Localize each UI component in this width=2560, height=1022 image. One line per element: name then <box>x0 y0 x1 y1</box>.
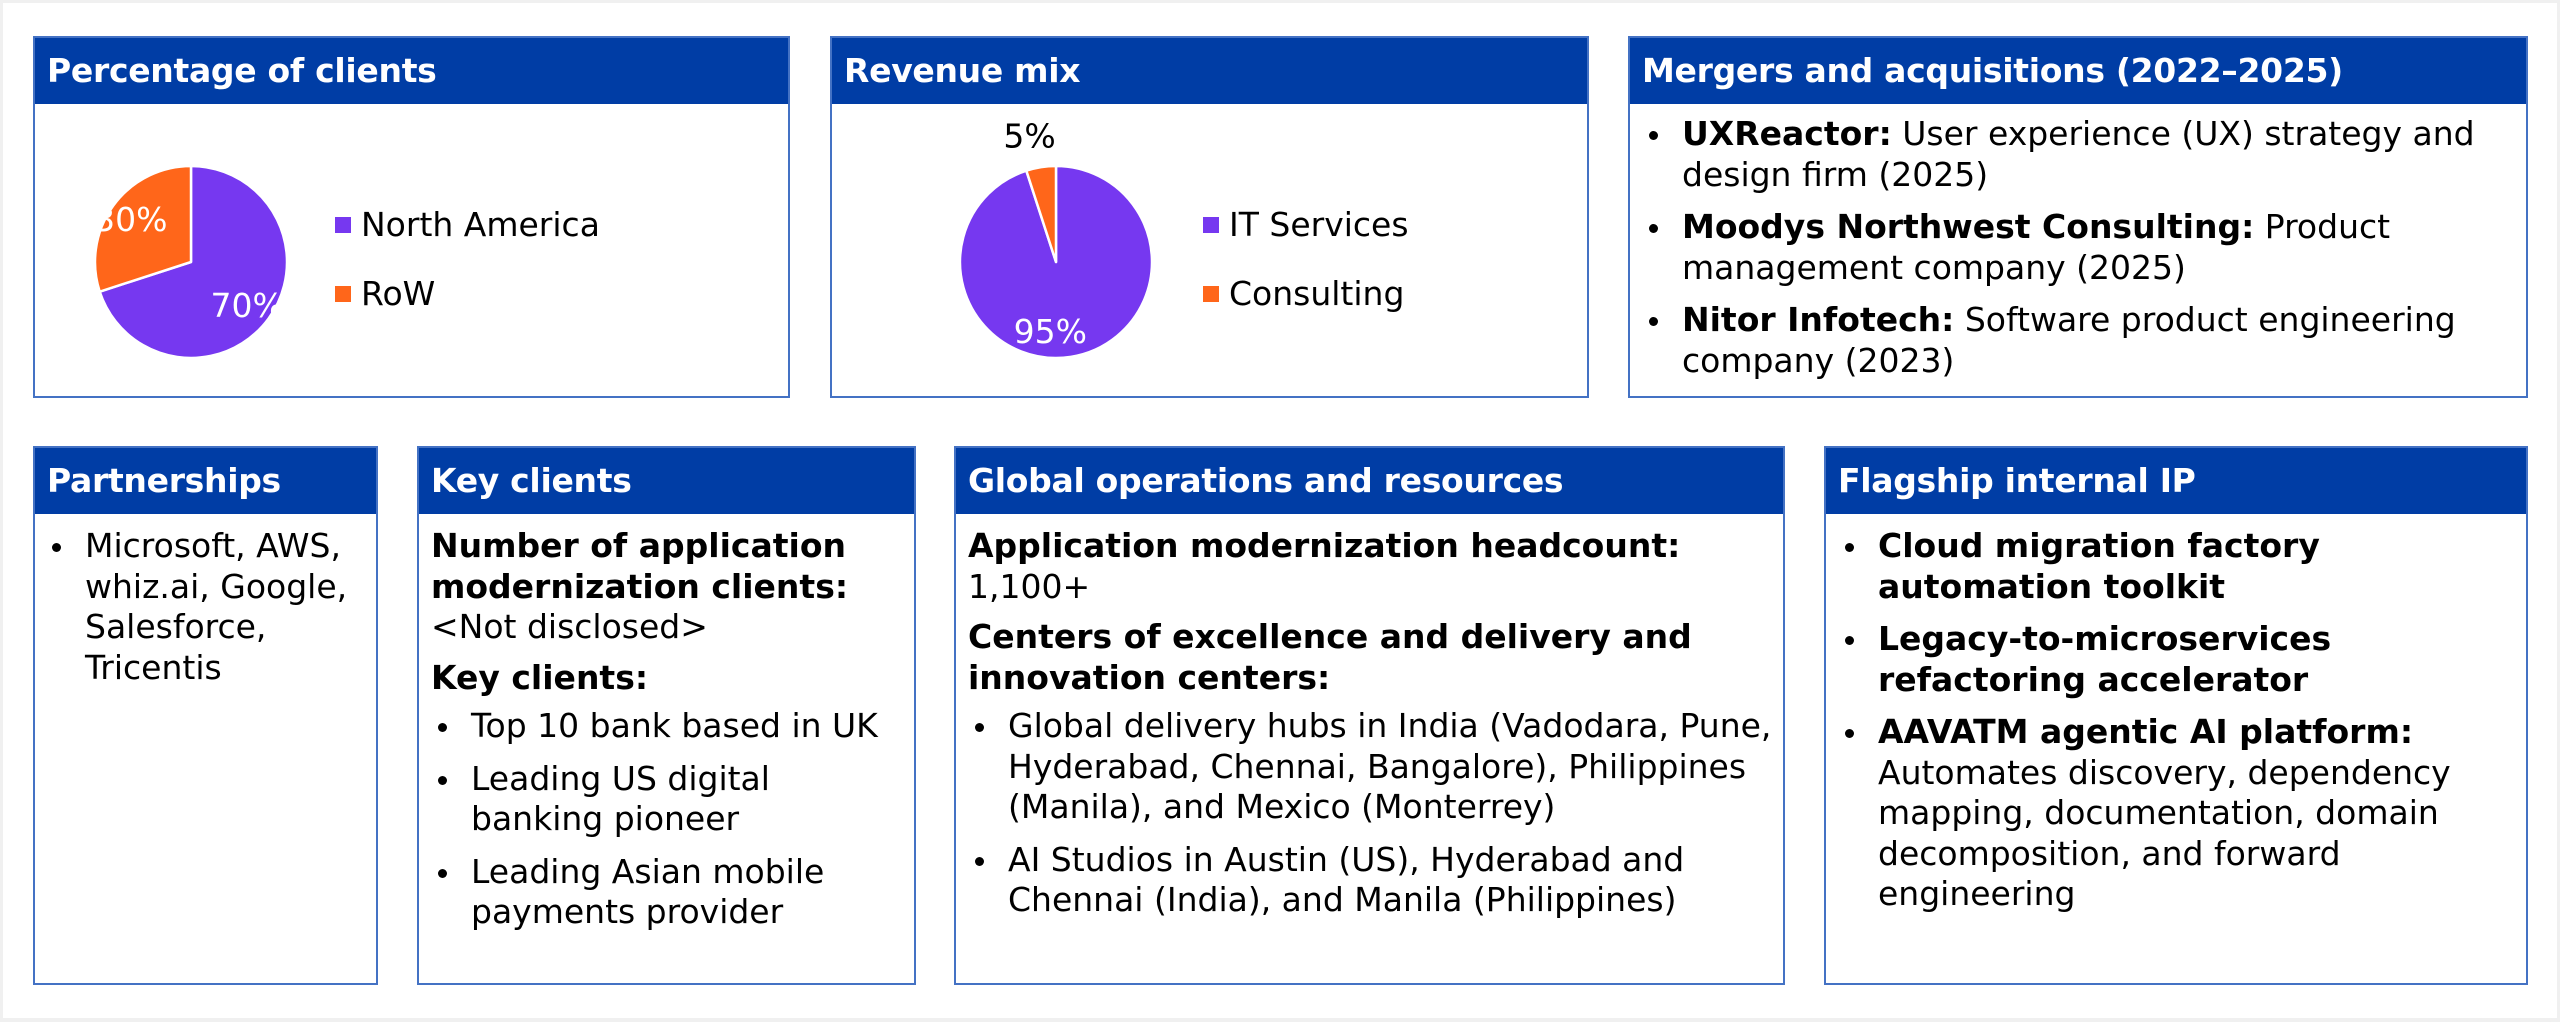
panel-title: Flagship internal IP <box>1826 448 2526 514</box>
legend-label: IT Services <box>1229 204 1409 244</box>
client-count-label: Number of application modernization clie… <box>431 526 849 606</box>
panel-flagship-ip: Flagship internal IP Cloud migration fac… <box>1824 446 2528 985</box>
panel-title: Revenue mix <box>832 38 1587 104</box>
acquisition-item: Moodys Northwest Consulting: Product man… <box>1642 207 2512 288</box>
pie-slice-consulting <box>1025 164 1058 264</box>
center-item: AI Studios in Austin (US), Hyderabad and… <box>968 840 1773 921</box>
legend-item: RoW <box>335 274 600 314</box>
panel-mergers-acquisitions: Mergers and acquisitions (2022–2025) UXR… <box>1628 36 2528 398</box>
key-clients-list: Top 10 bank based in UK Leading US digit… <box>431 706 906 933</box>
ip-item-title: AAVATM agentic AI platform: <box>1878 712 2414 751</box>
pie-data-label: 5% <box>1003 116 1055 155</box>
panel-title: Global operations and resources <box>956 448 1783 514</box>
acquisition-item: Nitor Infotech: Software product enginee… <box>1642 300 2512 381</box>
panel-global-operations: Global operations and resources Applicat… <box>954 446 1785 985</box>
partner-list-item: Microsoft, AWS, whiz.ai, Google, Salesfo… <box>45 526 368 688</box>
ip-item-description: Automates discovery, dependency mapping,… <box>1878 752 2451 914</box>
headcount-value: 1,100+ <box>968 566 1091 606</box>
pie-data-label: 95% <box>1014 312 1087 351</box>
legend-item: North America <box>335 205 600 245</box>
key-client-item: Leading US digital banking pioneer <box>431 759 906 840</box>
ip-item: Cloud migration factory automation toolk… <box>1838 526 2516 607</box>
ip-item-title: Legacy-to-microservices refactoring acce… <box>1878 619 2332 699</box>
panel-percentage-of-clients: Percentage of clients 70% 30% North Ameri… <box>33 36 790 398</box>
acquisition-item-description: User experience (UX) strategy and design… <box>1682 114 2475 194</box>
legend-item: IT Services <box>1203 205 1409 245</box>
acquisition-item-title: Moodys Northwest Consulting: <box>1682 207 2255 246</box>
key-clients-label: Key clients: <box>431 657 649 697</box>
ip-item: AAVATM agentic AI platform: Automates di… <box>1838 712 2516 915</box>
panel-revenue-mix: Revenue mix 95% 5% IT Services Consulting <box>830 36 1589 398</box>
mna-list: UXReactor: User experience (UX) strategy… <box>1642 114 2512 381</box>
key-client-item: Top 10 bank based in UK <box>431 706 906 747</box>
center-item: Global delivery hubs in India (Vadodara,… <box>968 706 1773 828</box>
client-count-value: <Not disclosed> <box>431 607 708 646</box>
legend-label: Consulting <box>1229 273 1405 313</box>
legend-label: RoW <box>361 273 436 313</box>
panel-title: Partnerships <box>35 448 376 514</box>
headcount-label: Application modernization headcount: <box>968 526 1681 565</box>
pie-chart-clients: 70% 30% <box>93 164 289 360</box>
flagship-ip-list: Cloud migration factory automation toolk… <box>1838 526 2516 915</box>
panel-title: Percentage of clients <box>35 38 788 104</box>
slide-canvas: Percentage of clients 70% 30% North Ameri… <box>3 3 2557 1018</box>
acquisition-item-title: Nitor Infotech: <box>1682 300 1955 339</box>
pie-data-label: 70% <box>210 286 283 325</box>
acquisition-item: UXReactor: User experience (UX) strategy… <box>1642 114 2512 195</box>
ip-item-title: Cloud migration factory automation toolk… <box>1878 526 2320 606</box>
acquisition-item-description: Product management company (2025) <box>1682 207 2391 287</box>
legend-clients: North America RoW <box>335 205 600 343</box>
key-client-item: Leading Asian mobile payments provider <box>431 852 906 933</box>
pie-slice-north-america <box>98 164 289 360</box>
legend-swatch <box>1203 217 1219 233</box>
legend-item: Consulting <box>1203 274 1409 314</box>
centers-label: Centers of excellence and delivery and i… <box>968 617 1692 697</box>
pie-chart-revenue: 95% 5% <box>958 116 1154 360</box>
pie-data-label: 30% <box>94 200 167 239</box>
panel-partnerships: Partnerships Microsoft, AWS, whiz.ai, Go… <box>33 446 378 985</box>
panel-title: Key clients <box>419 448 914 514</box>
legend-swatch <box>335 217 351 233</box>
partnerships-list: Microsoft, AWS, whiz.ai, Google, Salesfo… <box>45 526 368 688</box>
panel-title: Mergers and acquisitions (2022–2025) <box>1630 38 2526 104</box>
acquisition-item-title: UXReactor: <box>1682 114 1892 153</box>
ip-item: Legacy-to-microservices refactoring acce… <box>1838 619 2516 700</box>
legend-swatch <box>1203 286 1219 302</box>
centers-list: Global delivery hubs in India (Vadodara,… <box>968 706 1773 921</box>
legend-label: North America <box>361 204 600 244</box>
pie-slice-row <box>93 164 193 293</box>
panel-key-clients: Key clients Number of application modern… <box>417 446 916 985</box>
legend-swatch <box>335 286 351 302</box>
acquisition-item-description: Software product engineering company (20… <box>1682 300 2456 380</box>
legend-revenue: IT Services Consulting <box>1203 205 1409 343</box>
